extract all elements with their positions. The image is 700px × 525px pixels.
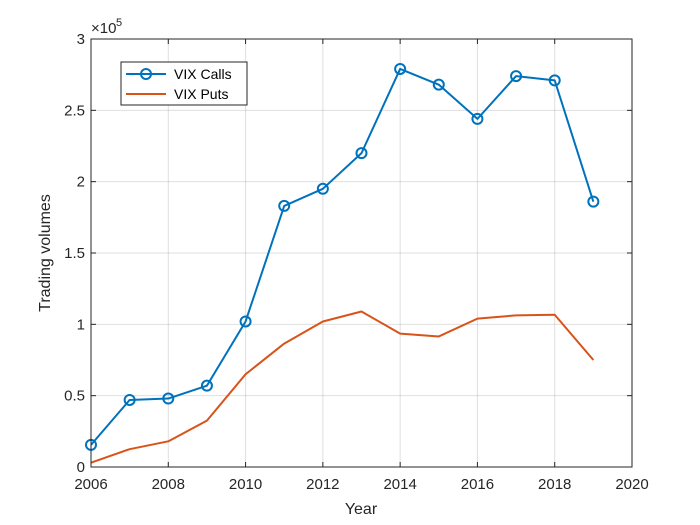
y-axis-label: Trading volumes	[37, 194, 54, 312]
data-point-vix-calls	[123, 393, 136, 406]
legend-marker-vix-calls	[140, 68, 152, 80]
series-line-vix-calls	[90, 67, 595, 446]
x-tick-label: 2006	[74, 476, 107, 493]
legend-label-vix-puts: VIX Puts	[174, 86, 228, 102]
y-tick-label: 1	[77, 316, 85, 333]
data-point-vix-calls	[587, 195, 600, 208]
tick-marks	[90, 38, 633, 468]
data-point-vix-calls	[278, 199, 291, 212]
x-tick-labels: 2006 2008 2010 2012 2014 2016 2018 2020	[74, 476, 648, 493]
data-point-vix-calls	[471, 112, 484, 125]
data-point-vix-calls	[316, 182, 329, 195]
data-point-vix-calls	[510, 70, 523, 83]
data-point-vix-calls	[355, 147, 368, 160]
data-point-vix-calls	[394, 62, 407, 75]
y-tick-label: 2	[77, 174, 85, 191]
x-tick-label: 2014	[383, 476, 416, 493]
data-point-vix-calls	[548, 74, 561, 87]
x-tick-label: 2016	[461, 476, 494, 493]
data-point-vix-calls	[239, 315, 252, 328]
y-tick-label: 0.5	[64, 388, 85, 405]
plot-area	[91, 39, 632, 467]
y-tick-label: 1.5	[64, 245, 85, 262]
data-point-vix-calls	[200, 379, 213, 392]
series-line-vix-puts	[90, 310, 595, 464]
legend-label-vix-calls: VIX Calls	[174, 66, 232, 82]
series-layer	[85, 62, 600, 464]
legend: VIX Calls VIX Puts	[120, 61, 248, 106]
x-tick-label: 2020	[615, 476, 648, 493]
x-tick-label: 2010	[229, 476, 262, 493]
y-tick-label: 0	[77, 459, 85, 476]
data-point-vix-calls	[162, 392, 175, 405]
y-exponent-base: ×10	[91, 20, 116, 37]
data-point-vix-calls	[432, 78, 445, 91]
y-tick-labels: 0 0.5 1 1.5 2 2.5 3	[64, 31, 85, 476]
legend-box	[120, 61, 248, 106]
y-tick-label: 3	[77, 31, 85, 48]
x-tick-label: 2012	[306, 476, 339, 493]
x-tick-label: 2008	[152, 476, 185, 493]
y-tick-label: 2.5	[64, 102, 85, 119]
x-tick-label: 2018	[538, 476, 571, 493]
x-axis-label: Year	[345, 501, 378, 518]
y-exponent-power: 5	[116, 17, 122, 29]
